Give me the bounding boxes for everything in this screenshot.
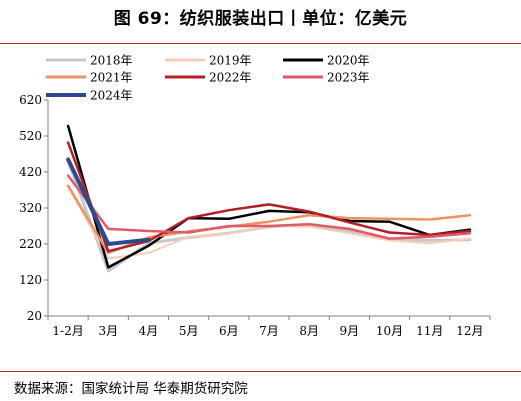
y-tick-label: 20 [27, 309, 42, 323]
x-tick-label: 8月 [299, 324, 319, 338]
chart-axes: 620 520 420 320 220 120 20 1-2月 3月 4月 5月 6月 7月 8月 9月 10… [19, 93, 491, 338]
x-tick-label: 4月 [139, 324, 159, 338]
legend-label: 2022年 [209, 71, 252, 85]
legend-label: 2024年 [90, 89, 133, 103]
page-title: 图 69：纺织服装出口丨单位：亿美元 [113, 9, 408, 29]
top-divider [0, 43, 521, 44]
x-tick-label: 7月 [259, 324, 279, 338]
legend-label: 2019年 [209, 54, 252, 68]
y-tick-label: 520 [19, 129, 42, 143]
y-tick-label: 320 [19, 201, 42, 215]
series-line-2022年 [66, 141, 472, 253]
x-tick-label: 1-2月 [52, 324, 83, 338]
x-tick-label: 11月 [416, 324, 443, 338]
x-tick-label: 6月 [219, 324, 239, 338]
data-source: 数据来源：国家统计局 华泰期货研究院 [14, 381, 248, 397]
series-line-2024年 [66, 157, 151, 246]
x-tick-label: 10月 [376, 324, 403, 338]
x-tick-label: 5月 [179, 324, 199, 338]
series-line-2020年 [66, 124, 472, 269]
x-tick-label: 12月 [456, 324, 483, 338]
chart-series [66, 124, 472, 273]
legend-label: 2023年 [327, 71, 370, 85]
x-tick-label: 9月 [340, 324, 360, 338]
bottom-divider [0, 371, 521, 372]
legend-label: 2021年 [90, 71, 133, 85]
y-tick-label: 620 [19, 93, 42, 107]
chart-legend: 2018年 2019年 2020年 2021年 2022年 2023年 2024年 [46, 54, 370, 103]
y-tick-label: 420 [19, 165, 42, 179]
series-line-2018年 [66, 159, 472, 273]
legend-label: 2020年 [327, 54, 370, 68]
x-tick-label: 3月 [98, 324, 118, 338]
legend-label: 2018年 [90, 54, 133, 68]
y-tick-label: 220 [19, 237, 42, 251]
series-line-2023年 [66, 174, 472, 240]
y-tick-label: 120 [19, 273, 42, 287]
